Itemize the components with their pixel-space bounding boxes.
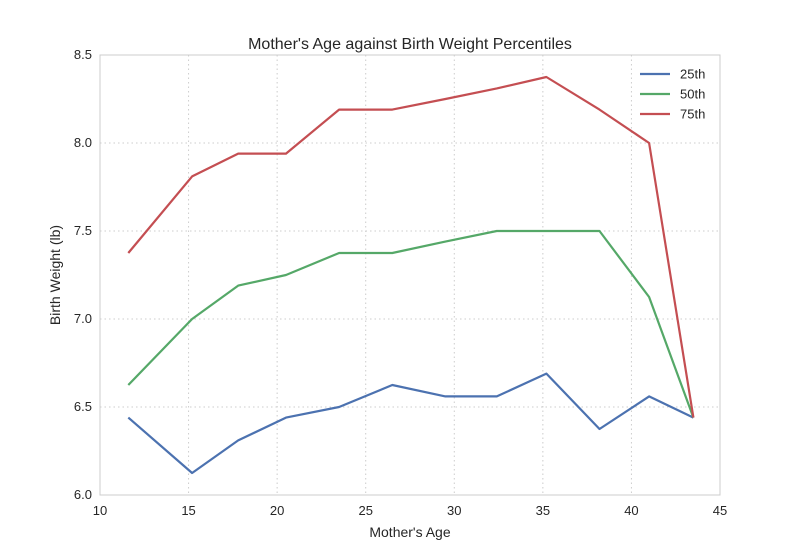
x-tick-label: 35 xyxy=(536,503,550,518)
series-layer xyxy=(127,75,695,475)
y-tick-label: 7.5 xyxy=(74,223,92,238)
y-tick-label: 8.0 xyxy=(74,135,92,150)
x-axis-label: Mother's Age xyxy=(369,524,450,540)
x-tick-label: 45 xyxy=(713,503,727,518)
y-tick-label: 8.5 xyxy=(74,47,92,62)
y-axis-ticks: 6.0 6.5 7.0 7.5 8.0 8.5 xyxy=(74,47,92,502)
series-line-50th xyxy=(127,229,695,418)
x-tick-label: 10 xyxy=(93,503,107,518)
chart-title: Mother's Age against Birth Weight Percen… xyxy=(248,36,572,53)
legend-label-50th: 50th xyxy=(680,87,705,102)
x-tick-label: 40 xyxy=(624,503,638,518)
series-line-25th xyxy=(127,372,694,475)
x-tick-label: 30 xyxy=(447,503,461,518)
legend-label-75th: 75th xyxy=(680,107,705,122)
x-tick-label: 20 xyxy=(270,503,284,518)
x-tick-label: 15 xyxy=(181,503,195,518)
x-tick-label: 25 xyxy=(358,503,372,518)
x-axis-ticks: 10 15 20 25 30 35 40 45 xyxy=(93,503,727,518)
legend-label-25th: 25th xyxy=(680,67,705,82)
legend: 25th 50th 75th xyxy=(640,67,705,122)
y-tick-label: 6.5 xyxy=(74,399,92,414)
grid xyxy=(100,55,720,495)
y-axis-label: Birth Weight (lb) xyxy=(47,225,63,325)
plot-frame xyxy=(99,54,721,496)
y-tick-label: 6.0 xyxy=(74,487,92,502)
series-line-75th xyxy=(127,75,695,418)
y-tick-label: 7.0 xyxy=(74,311,92,326)
